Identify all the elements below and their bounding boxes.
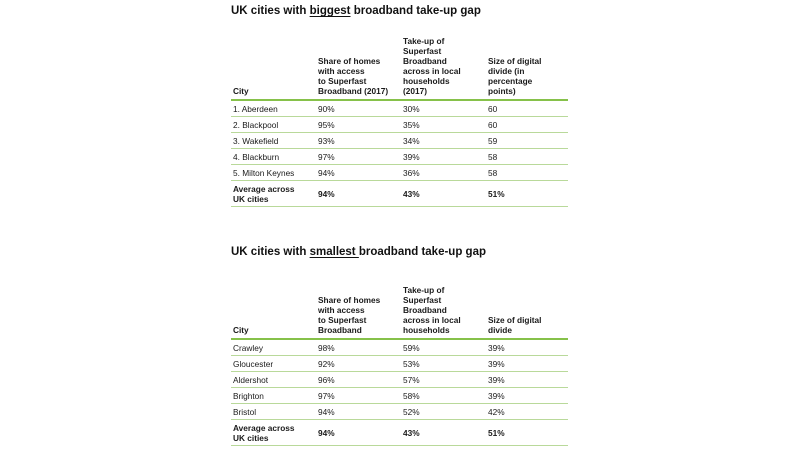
table-row: Bristol 94% 52% 42% (231, 403, 568, 420)
cell-divide: 58 (486, 148, 568, 165)
column-header-takeup: Take-up of Superfast Broadband across in… (401, 272, 486, 340)
cell-access: 97% (316, 148, 401, 165)
cell-divide: 51% (486, 180, 568, 207)
cell-divide: 39% (486, 371, 568, 388)
cell-access: 96% (316, 371, 401, 388)
column-header-divide: Size of digital divide (in percentage po… (486, 32, 568, 101)
cell-city: 1. Aberdeen (231, 100, 316, 117)
cell-takeup: 43% (401, 180, 486, 207)
cell-access: 90% (316, 100, 401, 117)
column-header-city: City (231, 32, 316, 101)
title-emphasis: smallest (309, 246, 359, 258)
cell-takeup: 52% (401, 403, 486, 420)
column-header-divide: Size of digital divide (486, 272, 568, 340)
cell-city: Bristol (231, 403, 316, 420)
table-title: UK cities with smallest broadband take-u… (231, 246, 486, 258)
cell-takeup: 57% (401, 371, 486, 388)
cell-access: 94% (316, 419, 401, 446)
cell-access: 94% (316, 180, 401, 207)
cell-city: Gloucester (231, 355, 316, 372)
title-emphasis: biggest (309, 5, 351, 17)
cell-divide: 39% (486, 387, 568, 404)
cell-access: 94% (316, 403, 401, 420)
cell-divide: 42% (486, 403, 568, 420)
cell-city: 5. Milton Keynes (231, 164, 316, 181)
column-header-access: Share of homes with access to Superfast … (316, 272, 401, 340)
cell-takeup: 59% (401, 339, 486, 356)
cell-divide: 60 (486, 116, 568, 133)
cell-average-label: Average across UK cities (231, 419, 316, 446)
cell-access: 92% (316, 355, 401, 372)
cell-access: 97% (316, 387, 401, 404)
title-suffix: broadband take-up gap (350, 5, 481, 17)
cell-takeup: 34% (401, 132, 486, 149)
table-row: Aldershot 96% 57% 39% (231, 371, 568, 388)
table-row: 2. Blackpool 95% 35% 60 (231, 116, 568, 133)
cell-city: Aldershot (231, 371, 316, 388)
cell-access: 98% (316, 339, 401, 356)
biggest-gap-table: City Share of homes with access to Super… (231, 32, 568, 207)
cell-city: Brighton (231, 387, 316, 404)
cell-takeup: 39% (401, 148, 486, 165)
column-header-city: City (231, 272, 316, 340)
header-row: City Share of homes with access to Super… (231, 272, 568, 340)
cell-divide: 51% (486, 419, 568, 446)
column-header-access: Share of homes with access to Superfast … (316, 32, 401, 101)
table-row: Crawley 98% 59% 39% (231, 339, 568, 356)
table-row: 3. Wakefield 93% 34% 59 (231, 132, 568, 149)
cell-divide: 60 (486, 100, 568, 117)
cell-takeup: 58% (401, 387, 486, 404)
cell-average-label: Average across UK cities (231, 180, 316, 207)
table-row: Gloucester 92% 53% 39% (231, 355, 568, 372)
cell-takeup: 36% (401, 164, 486, 181)
cell-divide: 58 (486, 164, 568, 181)
title-prefix: UK cities with (231, 246, 310, 258)
header-row: City Share of homes with access to Super… (231, 32, 568, 101)
cell-access: 93% (316, 132, 401, 149)
cell-city: 4. Blackburn (231, 148, 316, 165)
average-row: Average across UK cities 94% 43% 51% (231, 180, 568, 207)
cell-city: 3. Wakefield (231, 132, 316, 149)
column-header-takeup: Take-up of Superfast Broadband across in… (401, 32, 486, 101)
cell-divide: 39% (486, 355, 568, 372)
cell-divide: 59 (486, 132, 568, 149)
cell-takeup: 35% (401, 116, 486, 133)
table-title: UK cities with biggest broadband take-up… (231, 5, 481, 17)
cell-city: 2. Blackpool (231, 116, 316, 133)
smallest-gap-table: City Share of homes with access to Super… (231, 272, 568, 446)
title-suffix: broadband take-up gap (358, 246, 486, 258)
table-row: 4. Blackburn 97% 39% 58 (231, 148, 568, 165)
title-prefix: UK cities with (231, 5, 310, 17)
cell-takeup: 53% (401, 355, 486, 372)
cell-access: 94% (316, 164, 401, 181)
cell-divide: 39% (486, 339, 568, 356)
cell-takeup: 30% (401, 100, 486, 117)
cell-takeup: 43% (401, 419, 486, 446)
cell-access: 95% (316, 116, 401, 133)
table-row: 5. Milton Keynes 94% 36% 58 (231, 164, 568, 181)
average-row: Average across UK cities 94% 43% 51% (231, 419, 568, 446)
table-row: 1. Aberdeen 90% 30% 60 (231, 100, 568, 117)
cell-city: Crawley (231, 339, 316, 356)
table-row: Brighton 97% 58% 39% (231, 387, 568, 404)
